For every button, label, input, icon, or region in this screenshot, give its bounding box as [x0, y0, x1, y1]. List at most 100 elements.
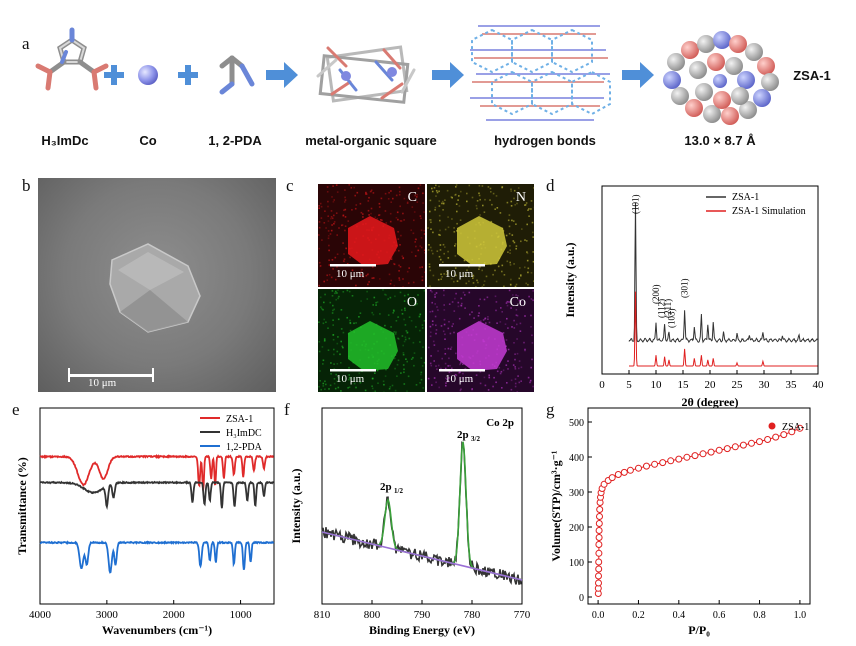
- data-point: [595, 572, 602, 580]
- peak-label: 2p: [380, 481, 392, 493]
- edx-noise-pixel: [319, 265, 322, 268]
- edx-noise-pixel: [398, 264, 400, 267]
- edx-noise-pixel: [451, 367, 453, 370]
- edx-noise-pixel: [324, 388, 326, 390]
- edx-noise-pixel: [367, 200, 370, 202]
- edx-noise-pixel: [362, 276, 365, 278]
- edx-noise-pixel: [516, 391, 519, 392]
- edx-noise-pixel: [420, 246, 423, 249]
- edx-noise-pixel: [436, 250, 439, 252]
- data-point: [651, 460, 659, 468]
- edx-noise-pixel: [473, 317, 475, 319]
- edx-noise-pixel: [407, 293, 409, 296]
- edx-noise-pixel: [448, 357, 450, 360]
- edx-noise-pixel: [335, 290, 337, 293]
- edx-noise-pixel: [437, 350, 439, 352]
- edx-noise-pixel: [479, 214, 481, 216]
- edx-map-pixels: [427, 184, 534, 287]
- edx-noise-pixel: [462, 363, 464, 365]
- edx-noise-pixel: [399, 291, 402, 294]
- edx-noise-pixel: [328, 259, 331, 261]
- edx-noise-pixel: [468, 280, 470, 283]
- edx-noise-pixel: [441, 200, 444, 203]
- edx-noise-pixel: [360, 300, 362, 302]
- edx-noise-pixel: [362, 213, 364, 215]
- edx-noise-pixel: [323, 222, 326, 224]
- x-tick-label: 3000: [96, 609, 119, 621]
- edx-noise-pixel: [524, 204, 526, 206]
- edx-noise-pixel: [338, 227, 340, 229]
- edx-noise-pixel: [453, 280, 455, 283]
- legend-swatch: [768, 422, 776, 430]
- edx-noise-pixel: [477, 315, 480, 317]
- edx-noise-pixel: [359, 312, 362, 314]
- edx-noise-pixel: [371, 311, 373, 314]
- panel-label-a: a: [22, 34, 30, 53]
- edx-noise-pixel: [415, 238, 417, 241]
- edx-noise-pixel: [398, 186, 401, 189]
- edx-noise-pixel: [510, 200, 513, 203]
- edx-noise-pixel: [499, 372, 502, 375]
- edx-noise-pixel: [410, 320, 413, 322]
- edx-noise-pixel: [440, 325, 443, 327]
- edx-noise-pixel: [531, 221, 534, 224]
- edx-noise-pixel: [337, 376, 340, 379]
- edx-noise-pixel: [476, 279, 478, 282]
- edx-noise-pixel: [399, 190, 401, 193]
- edx-noise-pixel: [454, 297, 456, 300]
- edx-noise-pixel: [332, 309, 334, 312]
- edx-noise-pixel: [421, 324, 424, 326]
- edx-noise-pixel: [419, 313, 422, 315]
- edx-noise-pixel: [512, 240, 515, 242]
- edx-noise-pixel: [398, 279, 401, 281]
- edx-noise-pixel: [438, 190, 440, 193]
- edx-noise-pixel: [530, 298, 533, 300]
- edx-noise-pixel: [479, 198, 481, 201]
- label-h3imdc: H₃ImDc: [41, 133, 89, 148]
- edx-noise-pixel: [505, 364, 508, 366]
- edx-noise-pixel: [333, 222, 335, 225]
- edx-noise-pixel: [479, 266, 481, 268]
- edx-noise-pixel: [412, 341, 415, 344]
- edx-noise-pixel: [435, 365, 437, 367]
- edx-noise-pixel: [526, 259, 529, 262]
- edx-noise-pixel: [350, 187, 353, 189]
- panel-label-f: f: [284, 400, 290, 419]
- plus-icon: [178, 65, 198, 85]
- edx-noise-pixel: [420, 373, 422, 376]
- edx-noise-pixel: [472, 282, 475, 284]
- edx-noise-pixel: [403, 368, 405, 371]
- edx-noise-pixel: [519, 267, 521, 269]
- edx-noise-pixel: [461, 302, 463, 305]
- edx-noise-pixel: [419, 341, 421, 343]
- edx-noise-pixel: [391, 384, 394, 387]
- edx-noise-pixel: [481, 285, 484, 287]
- edx-noise-pixel: [406, 360, 408, 363]
- edx-noise-pixel: [475, 286, 477, 287]
- edx-noise-pixel: [456, 210, 458, 213]
- edx-noise-pixel: [328, 249, 330, 252]
- edx-noise-pixel: [516, 323, 518, 326]
- edx-noise-pixel: [483, 211, 486, 213]
- edx-noise-pixel: [335, 373, 337, 376]
- edx-noise-pixel: [439, 229, 441, 232]
- edx-noise-pixel: [423, 211, 425, 213]
- edx-noise-pixel: [328, 264, 331, 266]
- edx-noise-pixel: [445, 377, 447, 379]
- peak-label: (101): [630, 195, 640, 215]
- edx-noise-pixel: [430, 331, 432, 334]
- edx-noise-pixel: [331, 259, 334, 261]
- edx-noise-pixel: [420, 217, 422, 220]
- edx-noise-pixel: [330, 373, 332, 375]
- series-line-0: [39, 453, 274, 491]
- data-point: [596, 513, 603, 520]
- edx-noise-pixel: [399, 266, 402, 268]
- edx-noise-pixel: [508, 225, 511, 228]
- edx-noise-pixel: [344, 229, 346, 232]
- x-axis-label: Binding Energy (eV): [369, 623, 475, 637]
- edx-noise-pixel: [414, 241, 416, 243]
- edx-noise-pixel: [388, 191, 390, 194]
- edx-noise-pixel: [523, 341, 525, 344]
- edx-noise-pixel: [472, 275, 475, 278]
- edx-noise-pixel: [471, 311, 473, 313]
